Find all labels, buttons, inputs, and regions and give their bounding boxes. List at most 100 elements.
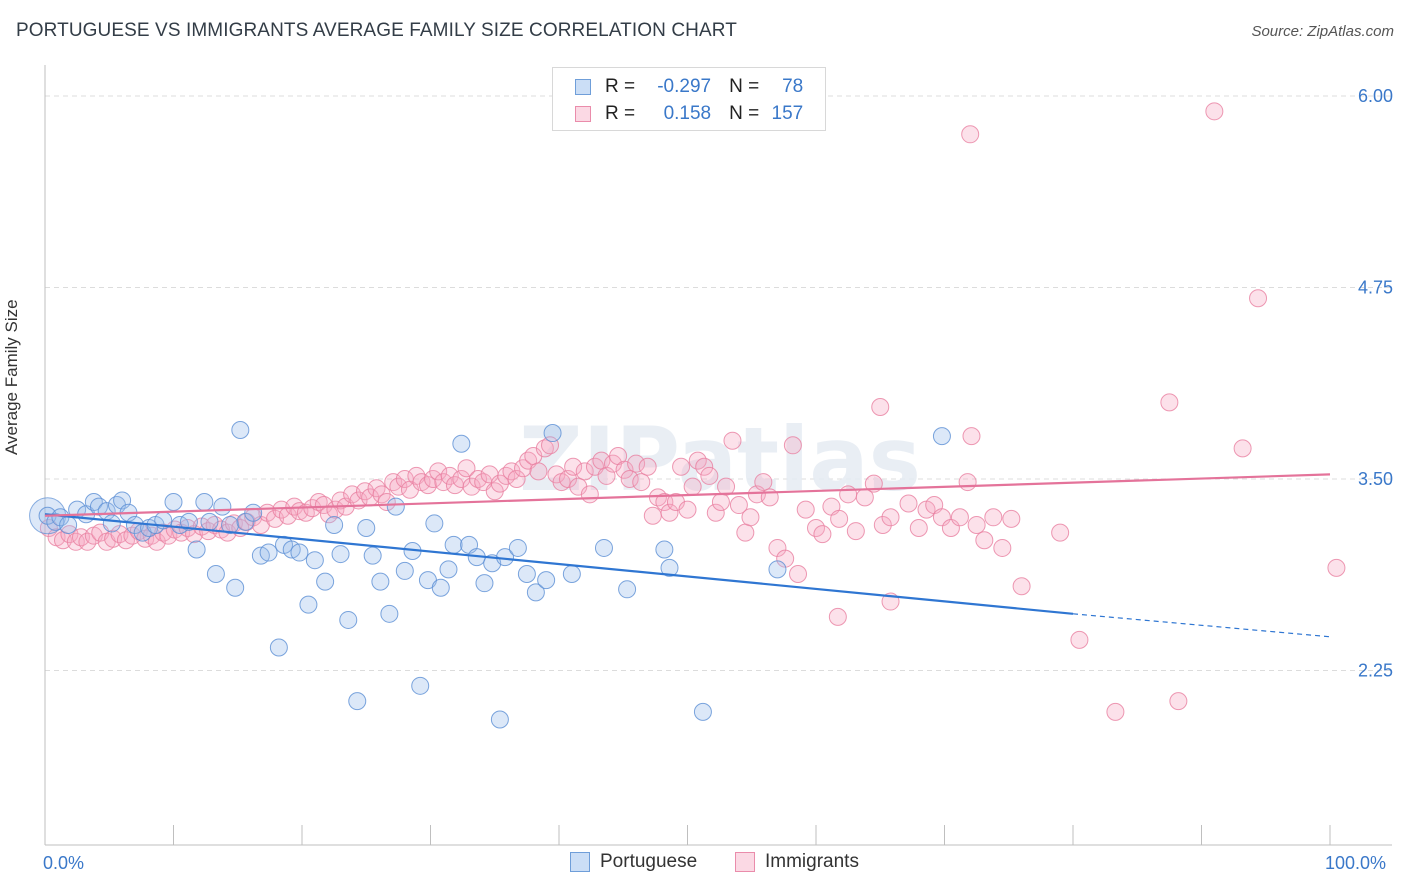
immigrants-point: [1051, 523, 1070, 542]
portuguese-point: [618, 580, 637, 599]
immigrants-point: [717, 477, 736, 496]
immigrants-point: [871, 397, 890, 416]
y-tick-label: 4.75: [1358, 278, 1393, 298]
r-label: R =: [605, 103, 636, 124]
immigrants-point: [754, 473, 773, 492]
immigrants-point: [741, 508, 760, 527]
portuguese-point: [655, 540, 674, 559]
immigrants-point: [1012, 577, 1031, 596]
immigrants-point: [695, 457, 714, 476]
immigrants-trend-line: [44, 473, 1331, 517]
immigrants-point: [706, 503, 725, 522]
portuguese-point: [395, 561, 414, 580]
immigrants-point: [1002, 509, 1021, 528]
portuguese-point: [102, 514, 121, 533]
r-value: -0.297: [657, 76, 712, 97]
portuguese-point: [526, 583, 545, 602]
immigrants-point: [60, 525, 79, 544]
immigrants-legend-swatch: [735, 852, 755, 872]
immigrants-point: [846, 522, 865, 541]
immigrants-point: [700, 466, 719, 485]
immigrants-point: [632, 473, 651, 492]
immigrants-point: [457, 459, 476, 478]
portuguese-point: [439, 560, 458, 579]
portuguese-point: [231, 420, 250, 439]
immigrants-point: [367, 479, 386, 498]
trend-lines: [44, 473, 1331, 638]
portuguese-point: [331, 545, 350, 564]
portuguese-point: [236, 512, 255, 531]
immigrants-point: [429, 462, 448, 481]
immigrants-point: [961, 125, 980, 144]
portuguese-point: [444, 535, 463, 554]
portuguese-point: [305, 551, 324, 570]
portuguese-point: [371, 572, 390, 591]
immigrants-point: [993, 538, 1012, 557]
immigrants-point: [507, 470, 526, 488]
immigrants-point: [116, 531, 135, 550]
portuguese-point: [508, 538, 527, 557]
portuguese-point: [490, 710, 509, 729]
portuguese-trend-extension: [1072, 613, 1331, 638]
portuguese-point: [187, 540, 206, 559]
bottom-legend-immigrants: Immigrants: [735, 851, 859, 873]
y-tick-label: 6.00: [1358, 86, 1393, 106]
immigrants-point: [377, 492, 396, 511]
immigrants-point: [627, 454, 646, 473]
immigrants-point: [789, 564, 808, 583]
immigrants-point: [984, 508, 1003, 527]
immigrants-point: [1205, 102, 1224, 121]
immigrants-point: [950, 508, 969, 527]
portuguese-point: [290, 543, 309, 562]
immigrants-point: [620, 470, 639, 488]
r-label: R =: [605, 76, 636, 97]
immigrants-point: [909, 519, 928, 538]
portuguese-point: [213, 497, 232, 516]
x-axis-min-label: 0.0%: [43, 853, 85, 873]
immigrants-point: [529, 462, 548, 481]
immigrants-point: [643, 506, 662, 525]
immigrants-point: [678, 500, 697, 519]
immigrants-point: [873, 515, 892, 534]
legend-row-portuguese: R = -0.297 N = 78: [575, 74, 803, 100]
immigrants-point: [881, 508, 900, 527]
portuguese-point: [226, 578, 245, 597]
portuguese-point: [299, 595, 318, 614]
portuguese-point: [244, 503, 263, 522]
portuguese-point: [221, 515, 240, 534]
portuguese-point: [325, 515, 344, 534]
n-value: 157: [771, 103, 804, 124]
immigrants-point: [389, 477, 408, 496]
portuguese-point: [164, 492, 183, 511]
portuguese-point: [316, 572, 335, 591]
immigrants-swatch: [575, 106, 591, 122]
immigrants-point: [154, 523, 173, 542]
portuguese-point: [543, 424, 562, 443]
stats-legend: R = -0.297 N = 78 R = 0.158 N = 157: [552, 67, 826, 131]
portuguese-point: [452, 434, 471, 453]
immigrants-point: [314, 496, 333, 515]
immigrants-point: [729, 496, 748, 515]
portuguese-point: [693, 702, 712, 721]
immigrants-point: [575, 462, 594, 481]
portuguese-point: [269, 638, 288, 657]
portuguese-point: [206, 564, 225, 583]
immigrants-point: [958, 473, 977, 492]
portuguese-point: [517, 564, 536, 583]
immigrants-point: [1233, 439, 1252, 458]
portuguese-point: [431, 578, 450, 597]
immigrants-point: [564, 457, 583, 476]
chart-title: PORTUGUESE VS IMMIGRANTS AVERAGE FAMILY …: [16, 20, 737, 41]
n-label: N =: [729, 103, 760, 124]
portuguese-point: [339, 610, 358, 629]
portuguese-point: [380, 604, 399, 623]
immigrants-point: [723, 431, 742, 450]
legend-row-immigrants: R = 0.158 N = 157: [575, 101, 803, 127]
axes: [44, 65, 1392, 846]
immigrants-point: [1169, 692, 1188, 711]
y-tick-label: 3.50: [1358, 469, 1393, 489]
immigrants-point: [535, 439, 554, 458]
immigrants-point: [331, 491, 350, 510]
immigrants-point: [672, 457, 691, 476]
